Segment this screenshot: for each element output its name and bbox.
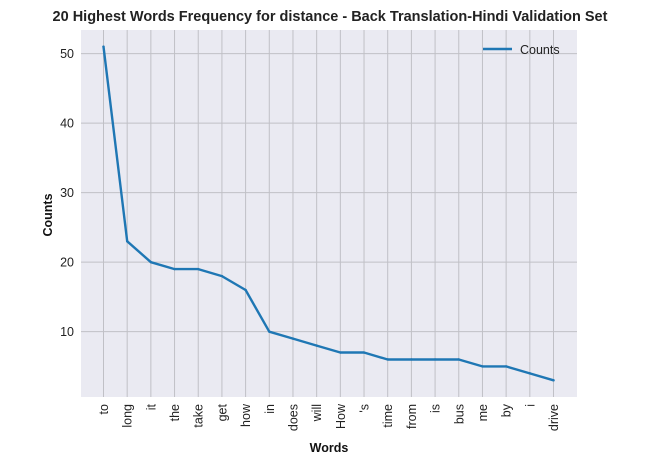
x-tick-label: time [381, 404, 395, 428]
data-point [244, 288, 247, 292]
data-point [504, 365, 508, 368]
data-point [362, 351, 366, 354]
series-layer [102, 45, 555, 382]
data-point [149, 260, 153, 264]
x-tick-label: in [263, 404, 277, 414]
y-tick-label: 10 [60, 325, 74, 339]
legend: Counts [483, 43, 560, 57]
chart-title: 20 Highest Words Frequency for distance … [53, 9, 608, 25]
x-axis-label: Words [310, 441, 349, 455]
y-tick-label: 40 [60, 117, 74, 131]
data-point [291, 337, 295, 340]
data-point [457, 358, 460, 361]
data-point [197, 267, 200, 271]
data-point [552, 379, 555, 382]
y-tick-label: 50 [60, 47, 74, 61]
data-point [481, 365, 484, 368]
x-tick-label: is [429, 404, 443, 413]
x-tick-label: long [121, 404, 135, 428]
data-point [528, 372, 532, 375]
x-tick-label: how [239, 403, 253, 427]
x-tick-label: get [215, 403, 229, 421]
series-line-counts [102, 45, 555, 382]
grid-lines [81, 30, 577, 397]
x-tick-label: me [476, 404, 490, 421]
plot-area [81, 30, 577, 397]
data-point [268, 330, 271, 333]
data-point [410, 358, 413, 361]
y-tick-label: 20 [60, 256, 74, 270]
data-point [433, 358, 437, 361]
data-point [173, 267, 176, 271]
x-tick-label: will [310, 404, 324, 422]
x-tick-label: does [286, 404, 300, 431]
x-tick-label: the [168, 404, 182, 421]
x-tick-label: to [97, 404, 111, 414]
x-tick-label: it [144, 403, 158, 410]
data-point [102, 45, 105, 48]
x-tick-label: i [523, 404, 537, 407]
legend-label-counts: Counts [520, 43, 560, 57]
y-tick-label: 30 [60, 186, 74, 200]
x-tick-label: from [405, 404, 419, 429]
y-axis-label: Counts [41, 193, 55, 236]
x-tick-label: How [334, 403, 348, 429]
data-point [315, 344, 318, 347]
x-tick-label: take [192, 404, 206, 428]
x-tick-label: bus [452, 404, 466, 424]
data-point [125, 240, 129, 243]
data-point [220, 274, 224, 278]
x-tick-label: 's [358, 404, 372, 413]
y-tick-labels: 10 20 30 40 50 [60, 47, 74, 339]
data-point [339, 351, 342, 354]
data-point [386, 358, 389, 361]
x-tick-label: drive [547, 404, 561, 431]
x-tick-label: by [500, 403, 514, 417]
x-tick-labels: to long it the take get how in does will How 's time… [97, 403, 561, 431]
